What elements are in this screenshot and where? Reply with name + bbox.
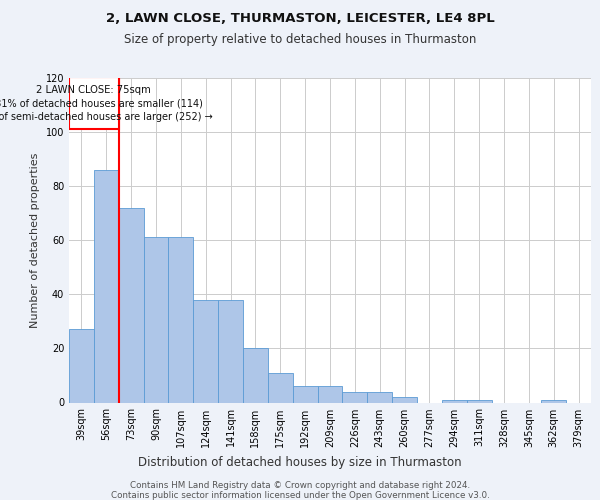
Bar [343, 392, 367, 402]
Text: Contains public sector information licensed under the Open Government Licence v3: Contains public sector information licen… [110, 490, 490, 500]
Bar [94, 170, 119, 402]
Bar [143, 238, 169, 402]
Bar [193, 300, 218, 403]
Bar [69, 330, 94, 402]
Text: 2, LAWN CLOSE, THURMASTON, LEICESTER, LE4 8PL: 2, LAWN CLOSE, THURMASTON, LEICESTER, LE… [106, 12, 494, 26]
Bar [169, 238, 193, 402]
Bar [541, 400, 566, 402]
Text: Size of property relative to detached houses in Thurmaston: Size of property relative to detached ho… [124, 32, 476, 46]
Bar [243, 348, 268, 403]
Bar [367, 392, 392, 402]
Bar [218, 300, 243, 403]
Bar [467, 400, 491, 402]
Text: Distribution of detached houses by size in Thurmaston: Distribution of detached houses by size … [138, 456, 462, 469]
Text: 2 LAWN CLOSE: 75sqm: 2 LAWN CLOSE: 75sqm [37, 84, 151, 94]
Text: Contains HM Land Registry data © Crown copyright and database right 2024.: Contains HM Land Registry data © Crown c… [130, 482, 470, 490]
Text: ← 31% of detached houses are smaller (114): ← 31% of detached houses are smaller (11… [0, 98, 203, 108]
Bar [392, 397, 417, 402]
Y-axis label: Number of detached properties: Number of detached properties [30, 152, 40, 328]
Bar [442, 400, 467, 402]
Bar [293, 386, 317, 402]
Bar [317, 386, 343, 402]
Text: 68% of semi-detached houses are larger (252) →: 68% of semi-detached houses are larger (… [0, 112, 213, 122]
Bar [119, 208, 143, 402]
Bar [268, 372, 293, 402]
Bar [69, 78, 119, 129]
